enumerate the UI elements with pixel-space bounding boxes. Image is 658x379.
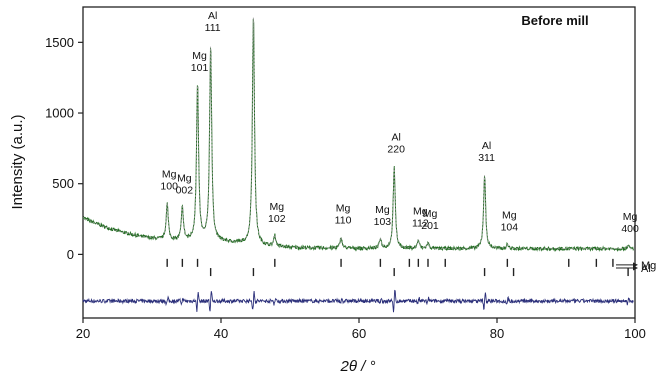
peak-hkl-label: 100 [160, 180, 178, 192]
peak-phase-label: Mg [177, 173, 192, 185]
peak-phase-label: Mg [623, 211, 638, 223]
x-tick-label: 100 [624, 326, 646, 341]
peak-phase-label: Mg [192, 50, 207, 62]
y-tick-label: 500 [52, 176, 74, 191]
peak-phase-label: Mg [502, 209, 517, 221]
peak-phase-label: Mg [423, 208, 438, 220]
peak-hkl-label: 400 [621, 223, 639, 235]
legend-label: Mg [641, 260, 656, 272]
peak-hkl-label: 103 [374, 216, 392, 228]
y-tick-label: 1000 [45, 106, 74, 121]
peak-hkl-label: 002 [176, 185, 194, 197]
peak-hkl-label: 311 [478, 152, 495, 164]
peak-label: Al200 [247, 0, 265, 3]
peak-phase-label: Mg [413, 205, 428, 217]
legend-label: Al [641, 263, 651, 275]
peak-hkl-label: 110 [335, 214, 352, 226]
peak-hkl-label: 200 [247, 0, 265, 3]
chart-title: Before mill [521, 13, 588, 28]
peak-hkl-label: 111 [205, 22, 221, 34]
peak-phase-label: Al [208, 10, 217, 22]
peak-phase-label: Mg [375, 204, 390, 216]
y-tick-label: 1500 [45, 35, 74, 50]
peak-phase-label: Mg [162, 168, 177, 180]
reflection-ticks-layer [166, 258, 629, 277]
x-tick-label: 20 [76, 326, 90, 341]
series-layer [82, 17, 635, 313]
peak-hkl-label: 112 [412, 217, 429, 229]
peak-phase-label: Al [482, 140, 491, 152]
plot-frame [82, 6, 636, 319]
legend-arrowhead [633, 265, 638, 271]
observed-pattern-line [82, 18, 635, 252]
x-tick-label: 40 [214, 326, 228, 341]
legend-item: Al [616, 263, 651, 275]
difference-curve-line [82, 289, 634, 313]
y-axis-title: Intensity (a.u.) [9, 114, 26, 209]
x-axis-title: 2θ / ° [340, 358, 376, 375]
legend-arrowhead [633, 262, 638, 268]
x-axis: 20 40 60 80 100 [76, 318, 646, 341]
y-axis: 0 500 1000 1500 [45, 35, 83, 262]
legend-item: Mg [616, 260, 656, 272]
x-tick-label: 80 [490, 326, 504, 341]
x-tick-label: 60 [352, 326, 366, 341]
y-tick-label: 0 [67, 247, 74, 262]
peak-phase-label: Mg [270, 201, 285, 213]
peak-hkl-label: 220 [387, 144, 405, 156]
calculated-pattern-line [82, 17, 634, 250]
peak-hkl-label: 101 [191, 62, 209, 74]
peak-hkl-label: 104 [501, 221, 519, 233]
peak-phase-label: Mg [336, 202, 351, 214]
peak-hkl-label: 201 [421, 220, 439, 232]
peak-hkl-label: 102 [268, 213, 286, 225]
peak-phase-label: Al [392, 132, 401, 144]
peak-labels-layer: Mg100Mg002Mg101Al111Al200Mg102Mg110Mg103… [160, 0, 639, 235]
